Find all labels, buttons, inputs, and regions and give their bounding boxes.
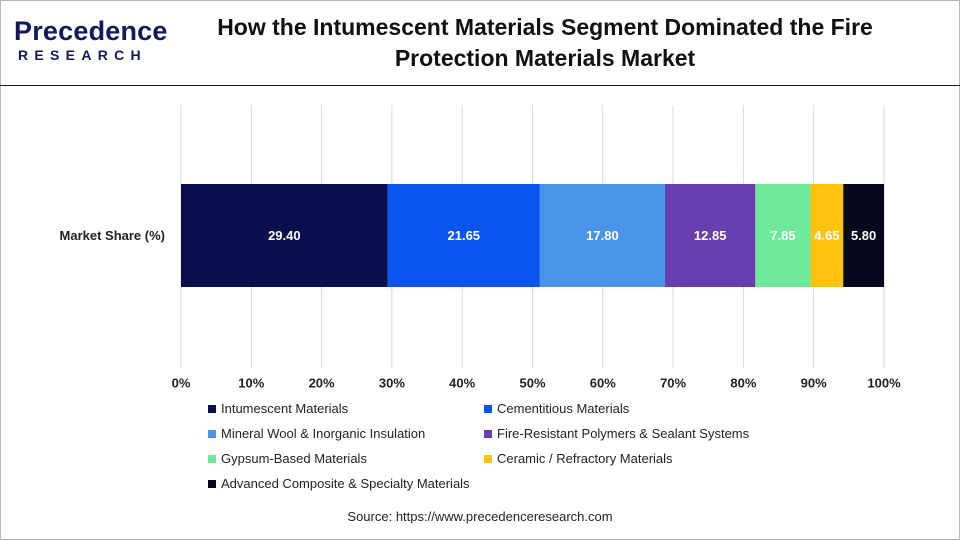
bar-segment <box>539 184 666 287</box>
x-tick-label: 10% <box>238 376 264 391</box>
legend-swatch <box>208 479 216 488</box>
x-tick-label: 70% <box>660 376 686 391</box>
legend-label: Ceramic / Refractory Materials <box>497 451 673 466</box>
source-note: Source: https://www.precedenceresearch.c… <box>347 509 613 524</box>
legend-label: Mineral Wool & Inorganic Insulation <box>221 426 426 441</box>
legend-swatch <box>208 429 216 438</box>
x-tick-label: 60% <box>590 376 616 391</box>
data-label: 17.80 <box>586 228 619 243</box>
legend-item: Gypsum-Based Materials <box>208 451 367 466</box>
legend-swatch <box>208 404 216 413</box>
logo: Precedence RESEARCH <box>14 16 167 66</box>
legend-label: Fire-Resistant Polymers & Sealant System… <box>497 426 750 441</box>
bar-segment <box>810 184 844 287</box>
data-label: 21.65 <box>448 228 481 243</box>
legend-label: Advanced Composite & Specialty Materials <box>221 476 470 491</box>
chart-title: How the Intumescent Materials Segment Do… <box>217 14 873 71</box>
data-label: 5.80 <box>851 228 876 243</box>
legend-swatch <box>484 404 492 413</box>
bar-segment <box>843 184 884 287</box>
bar-segment <box>755 184 811 287</box>
logo-subtext: RESEARCH <box>18 47 147 63</box>
legend-item: Cementitious Materials <box>484 401 629 416</box>
bar-segment <box>665 184 756 287</box>
data-label: 12.85 <box>694 228 727 243</box>
legend-label: Intumescent Materials <box>221 401 349 416</box>
x-tick-label: 20% <box>309 376 335 391</box>
data-label: 29.40 <box>268 228 301 243</box>
legend-item: Intumescent Materials <box>208 401 348 416</box>
x-tick-label: 90% <box>801 376 827 391</box>
x-tick-label: 40% <box>449 376 475 391</box>
legend-label: Gypsum-Based Materials <box>221 451 367 466</box>
data-label: 4.65 <box>814 228 839 243</box>
x-tick-label: 30% <box>379 376 405 391</box>
legend-label: Cementitious Materials <box>497 401 630 416</box>
legend-item: Fire-Resistant Polymers & Sealant System… <box>484 426 749 441</box>
header: Precedence RESEARCH How the Intumescent … <box>0 0 960 86</box>
chart-plot: 0% 10% 20% 30% 40% 50% 60% 70% 80% 90% 100% Market … <box>60 105 901 391</box>
legend-item: Ceramic / Refractory Materials <box>484 451 673 466</box>
y-category-label: Market Share (%) <box>60 228 165 243</box>
legend-swatch <box>208 454 216 463</box>
legend-item: Advanced Composite & Specialty Materials <box>208 476 470 491</box>
x-tick-label: 0% <box>172 376 191 391</box>
x-tick-label: 80% <box>730 376 756 391</box>
bar-segment <box>387 184 540 287</box>
x-tick-label: 50% <box>519 376 545 391</box>
data-label: 7.85 <box>770 228 795 243</box>
legend-item: Mineral Wool & Inorganic Insulation <box>208 426 425 441</box>
logo-wordmark: Precedence <box>14 16 168 46</box>
bar-segment <box>181 184 388 287</box>
x-tick-label: 100% <box>867 376 901 391</box>
legend-swatch <box>484 454 492 463</box>
legend-swatch <box>484 429 492 438</box>
